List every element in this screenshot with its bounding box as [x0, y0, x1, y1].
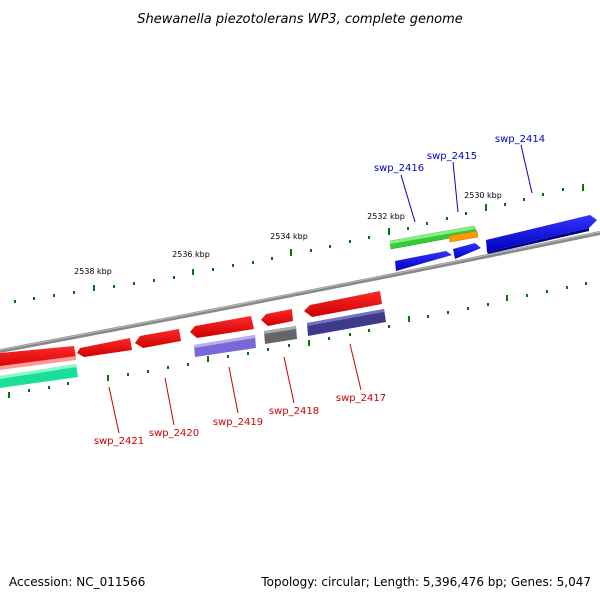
- gene-arrow-shadow: [487, 228, 589, 254]
- gene-label-swp-2421[interactable]: swp_2421: [94, 436, 144, 447]
- gene-arrow-swp-2415: [453, 243, 481, 259]
- gene-arrow-swp-2416: [395, 251, 452, 271]
- gene-arrow-green-highlight: [390, 226, 475, 244]
- gene-arrow-darkpurple-highlight: [307, 309, 384, 326]
- gene-arrow-grey-highlight: [264, 326, 296, 334]
- gene-label-swp-2418[interactable]: swp_2418: [269, 406, 319, 417]
- gene-arrow-swp-2417: [304, 291, 382, 317]
- leader-line: [108, 386, 120, 434]
- gene-arrow-red-4: [190, 316, 254, 338]
- gene-arrow-purple-highlight: [194, 335, 255, 348]
- leader-line: [452, 161, 459, 213]
- gene-label-swp-2417[interactable]: swp_2417: [336, 393, 386, 404]
- leader-line: [228, 366, 239, 414]
- scale-label: 2534 kbp: [270, 232, 308, 241]
- topology-text: Topology: circular; Length: 5,396,476 bp…: [260, 575, 591, 589]
- gene-arrow-swp-2418: [261, 309, 293, 326]
- gene-arrow-orange: [448, 230, 479, 243]
- gene-label-swp-2415[interactable]: swp_2415: [427, 151, 477, 162]
- map-title: Shewanella piezotolerans WP3, complete g…: [137, 12, 463, 27]
- leader-line: [520, 144, 533, 194]
- gene-arrow-teal: [0, 364, 78, 388]
- gene-arrow-swp-2421-edge: [0, 356, 76, 370]
- gene-arrow-swp-2420: [77, 338, 132, 357]
- forward-gene-labels: [400, 144, 533, 223]
- reverse-gene-labels: [108, 343, 362, 434]
- leader-line: [349, 343, 362, 391]
- leader-line: [164, 377, 175, 426]
- gene-arrow-darkpurple: [307, 309, 386, 336]
- reverse-strand: [0, 291, 386, 388]
- gene-label-swp-2416[interactable]: swp_2416: [374, 163, 424, 174]
- leader-line: [400, 174, 416, 223]
- scale-label: 2532 kbp: [367, 212, 405, 221]
- scale-label: 2530 kbp: [464, 191, 502, 200]
- forward-strand: [389, 215, 597, 271]
- gene-label-swp-2420[interactable]: swp_2420: [149, 428, 199, 439]
- gene-label-swp-2414[interactable]: swp_2414: [495, 134, 545, 145]
- gene-arrow-swp-2419: [135, 329, 181, 348]
- accession-text: Accession: NC_011566: [9, 575, 145, 589]
- genome-backbone-highlight: [0, 231, 600, 351]
- gene-arrow-swp-2414: [486, 215, 597, 252]
- scale-label: 2538 kbp: [74, 267, 112, 276]
- gene-label-swp-2419[interactable]: swp_2419: [213, 417, 263, 428]
- inner-tick-row: [8, 282, 587, 398]
- gene-arrow-purple: [194, 335, 256, 357]
- outer-tick-row: [14, 184, 584, 303]
- scale-label: 2536 kbp: [172, 250, 210, 259]
- gene-arrow-swp-2421: [0, 346, 76, 369]
- gene-arrow-teal-highlight: [0, 364, 76, 379]
- genome-backbone: [0, 231, 600, 353]
- leader-line: [283, 356, 295, 404]
